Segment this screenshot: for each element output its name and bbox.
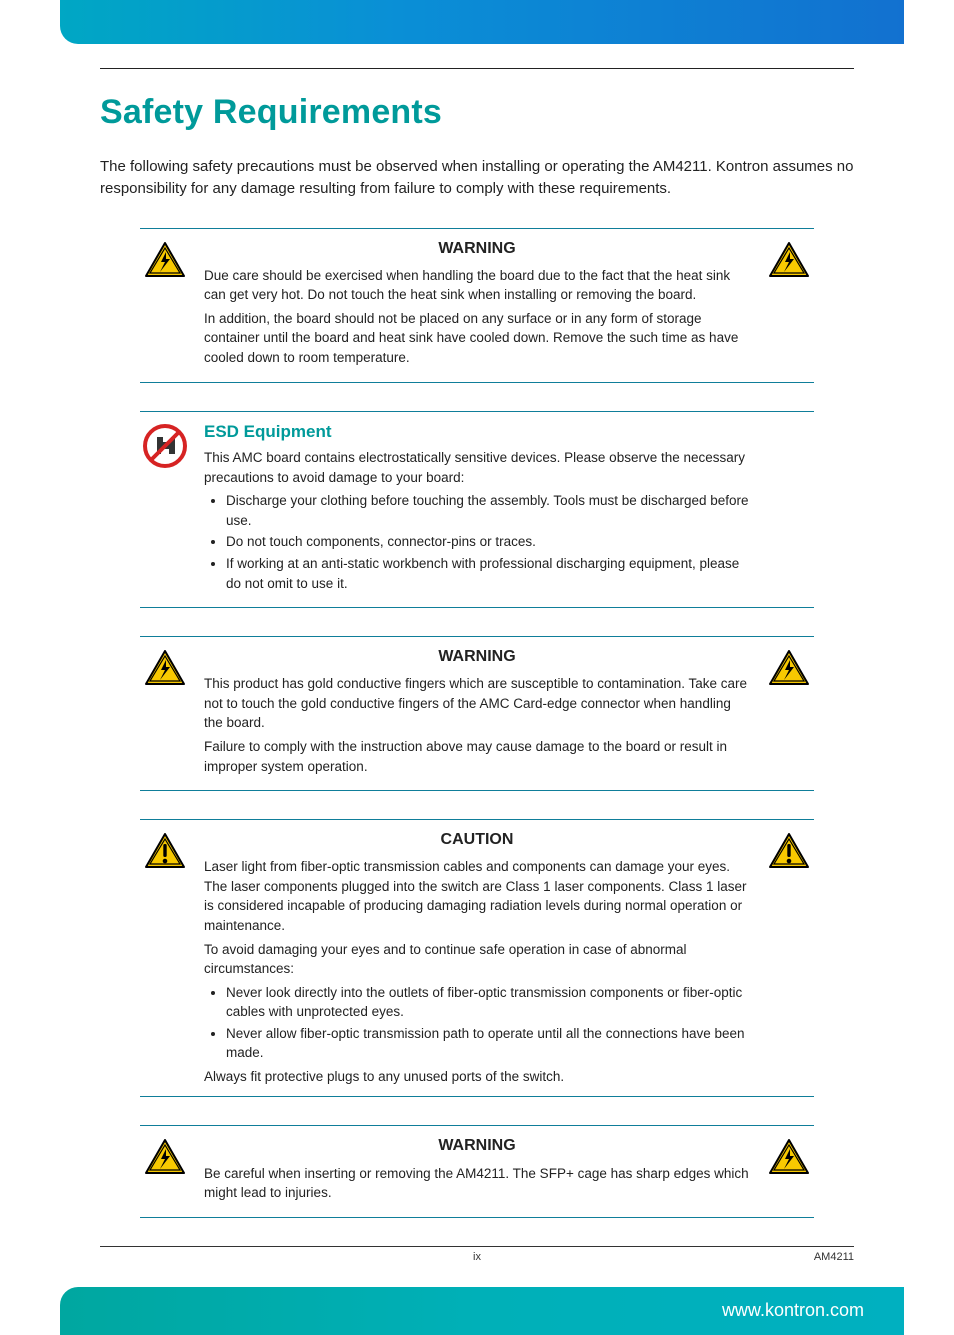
page-title: Safety Requirements	[100, 93, 854, 132]
esd-icon	[140, 420, 190, 468]
footer-page-num: ix	[200, 1251, 754, 1263]
footer-row: ix AM4211	[100, 1251, 854, 1263]
block-paragraph: Laser light from fiber-optic transmissio…	[204, 857, 750, 935]
block-paragraph: Failure to comply with the instruction a…	[204, 737, 750, 776]
block-extra: Always fit protective plugs to any unuse…	[204, 1067, 750, 1087]
blocks-container: WARNING Due care should be exercised when…	[100, 228, 854, 1218]
bullet-item: Discharge your clothing before touching …	[226, 491, 750, 530]
block-paragraph: This AMC board contains electrostaticall…	[204, 448, 750, 487]
block-paragraph: Due care should be exercised when handli…	[204, 266, 750, 305]
warning-lightning-icon	[764, 237, 814, 279]
bullet-item: Never allow fiber-optic transmission pat…	[226, 1024, 750, 1063]
block-heading: CAUTION	[204, 828, 750, 851]
block-text: WARNING Be careful when inserting or remo…	[204, 1134, 750, 1206]
block-text: ESD Equipment This AMC board contains ele…	[204, 420, 750, 598]
block-text: WARNING Due care should be exercised when…	[204, 237, 750, 372]
block-heading: WARNING	[204, 237, 750, 260]
block-text: CAUTION Laser light from fiber-optic tran…	[204, 828, 750, 1086]
warning-lightning-icon	[140, 237, 190, 279]
warning-exclaim-icon	[140, 828, 190, 870]
footer-product: AM4211	[754, 1251, 854, 1263]
warning-lightning-icon	[140, 645, 190, 687]
block-paragraph: This product has gold conductive fingers…	[204, 674, 750, 733]
warning-lightning-icon	[140, 1134, 190, 1176]
intro-paragraph: The following safety precautions must be…	[100, 156, 854, 200]
safety-block-caution-laser: CAUTION Laser light from fiber-optic tran…	[140, 819, 814, 1097]
warning-lightning-icon	[764, 1134, 814, 1176]
safety-block-esd: ESD Equipment This AMC board contains ele…	[140, 411, 814, 609]
safety-block-warn-heat: WARNING Due care should be exercised when…	[140, 228, 814, 383]
footer-left	[100, 1251, 200, 1263]
top-banner	[60, 0, 904, 44]
block-bullets: Discharge your clothing before touching …	[204, 491, 750, 593]
top-rule	[100, 68, 854, 69]
bullet-item: Never look directly into the outlets of …	[226, 983, 750, 1022]
block-text: WARNING This product has gold conductive …	[204, 645, 750, 780]
block-paragraph: Be careful when inserting or removing th…	[204, 1164, 750, 1203]
warning-exclaim-icon	[764, 828, 814, 870]
bullet-item: If working at an anti-static workbench w…	[226, 554, 750, 593]
block-sub-heading: ESD Equipment	[204, 420, 750, 445]
bullet-item: Do not touch components, connector-pins …	[226, 532, 750, 552]
content-area: Safety Requirements The following safety…	[100, 68, 854, 1218]
block-heading: WARNING	[204, 1134, 750, 1157]
footer-rule	[100, 1246, 854, 1247]
warning-lightning-icon	[764, 645, 814, 687]
block-bullets: Never look directly into the outlets of …	[204, 983, 750, 1063]
bottom-banner: www.kontron.com	[60, 1287, 904, 1335]
block-paragraph: In addition, the board should not be pla…	[204, 309, 750, 368]
safety-block-warn-gold: WARNING This product has gold conductive …	[140, 636, 814, 791]
footer-url: www.kontron.com	[722, 1300, 864, 1321]
block-paragraph: To avoid damaging your eyes and to conti…	[204, 940, 750, 979]
no-icon	[764, 420, 814, 424]
safety-block-warn-sfp: WARNING Be careful when inserting or remo…	[140, 1125, 814, 1217]
block-heading: WARNING	[204, 645, 750, 668]
